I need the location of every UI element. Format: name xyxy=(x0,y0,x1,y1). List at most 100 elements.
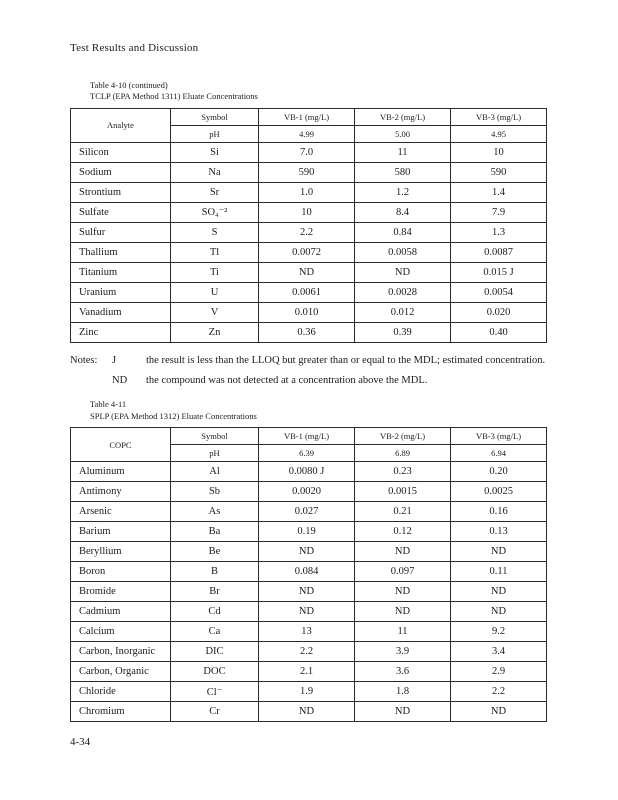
note-text-j: the result is less than the LLOQ but gre… xyxy=(146,354,546,366)
vb2-value-cell: 580 xyxy=(354,161,451,183)
column-header-vb2: VB-2 (mg/L) xyxy=(354,107,451,126)
column-header-symbol: Symbol xyxy=(170,107,259,126)
vb3-value-cell: 0.11 xyxy=(450,561,547,583)
table-4-10: Analyte Symbol VB-1 (mg/L) VB-2 (mg/L) V… xyxy=(70,107,547,343)
vb2-value-cell: ND xyxy=(354,261,451,283)
table-row: Boron B 0.084 0.097 0.11 xyxy=(70,561,547,583)
analyte-cell: Sulfate xyxy=(70,201,171,223)
vb2-value-cell: 11 xyxy=(354,621,451,643)
ph-row: pH 4.99 5.00 4.95 xyxy=(71,124,547,143)
vb1-value-cell: 0.0061 xyxy=(258,281,355,303)
table-4-10-header: Analyte Symbol VB-1 (mg/L) VB-2 (mg/L) V… xyxy=(70,107,547,143)
vb2-value-cell: 0.12 xyxy=(354,521,451,543)
vb3-value-cell: 0.020 xyxy=(450,301,547,323)
table-row: Calcium Ca 13 11 9.2 xyxy=(70,621,547,643)
table-row: Bromide Br ND ND ND xyxy=(70,581,547,603)
table-row: Titanium Ti ND ND 0.015 J xyxy=(70,261,547,283)
vb2-value-cell: 1.8 xyxy=(354,681,451,703)
table-4-11-caption: Table 4-11 SPLP (EPA Method 1312) Eluate… xyxy=(90,399,546,422)
vb3-value-cell: 590 xyxy=(450,161,547,183)
table-row: Barium Ba 0.19 0.12 0.13 xyxy=(70,521,547,543)
column-header-vb1: VB-1 (mg/L) xyxy=(258,427,355,446)
table-row: Uranium U 0.0061 0.0028 0.0054 xyxy=(70,281,547,303)
table-row: Arsenic As 0.027 0.21 0.16 xyxy=(70,501,547,523)
vb1-value-cell: 7.0 xyxy=(258,141,355,163)
vb3-value-cell: 2.2 xyxy=(450,681,547,703)
symbol-cell: B xyxy=(170,561,259,583)
vb1-value-cell: 2.1 xyxy=(258,661,355,683)
analyte-cell: Zinc xyxy=(70,321,171,343)
vb2-value-cell: 1.2 xyxy=(354,181,451,203)
table-row: Thallium Tl 0.0072 0.0058 0.0087 xyxy=(70,241,547,263)
analyte-cell: Calcium xyxy=(70,621,171,643)
table-row: Sulfate SO₄⁻² 10 8.4 7.9 xyxy=(70,201,547,223)
column-header-vb3: VB-3 (mg/L) xyxy=(450,107,547,126)
column-header-symbol: Symbol xyxy=(170,427,259,446)
symbol-cell: Sb xyxy=(170,481,259,503)
analyte-cell: Vanadium xyxy=(70,301,171,323)
table-row: Vanadium V 0.010 0.012 0.020 xyxy=(70,301,547,323)
vb1-value-cell: ND xyxy=(258,581,355,603)
table-4-11-caption-line2: SPLP (EPA Method 1312) Eluate Concentrat… xyxy=(90,410,257,421)
header-row: Analyte Symbol VB-1 (mg/L) VB-2 (mg/L) V… xyxy=(70,107,547,143)
table-4-11-caption-line1: Table 4-11 xyxy=(90,399,127,410)
analyte-cell: Boron xyxy=(70,561,171,583)
note-symbol-nd: ND xyxy=(112,375,128,387)
vb1-value-cell: 13 xyxy=(258,621,355,643)
symbol-cell: DOC xyxy=(170,661,259,683)
vb3-value-cell: 0.0054 xyxy=(450,281,547,303)
analyte-cell: Beryllium xyxy=(70,541,171,563)
table-row: Sulfur S 2.2 0.84 1.3 xyxy=(70,221,547,243)
vb1-value-cell: 0.36 xyxy=(258,321,355,343)
analyte-cell: Aluminum xyxy=(70,461,171,483)
table-row: Beryllium Be ND ND ND xyxy=(70,541,547,563)
vb3-value-cell: 0.20 xyxy=(450,461,547,483)
table-4-11-header: COPC Symbol VB-1 (mg/L) VB-2 (mg/L) VB-3… xyxy=(70,427,547,463)
vb1-value-cell: 0.0072 xyxy=(258,241,355,263)
table-4-11: COPC Symbol VB-1 (mg/L) VB-2 (mg/L) VB-3… xyxy=(70,427,547,723)
section-heading: Test Results and Discussion xyxy=(70,42,199,54)
symbol-cell: Tl xyxy=(170,241,259,263)
analyte-cell: Barium xyxy=(70,521,171,543)
vb3-value-cell: 0.015 J xyxy=(450,261,547,283)
symbol-cell: Cr xyxy=(170,701,259,723)
vb3-value-cell: 9.2 xyxy=(450,621,547,643)
symbol-cell: U xyxy=(170,281,259,303)
ph-value-vb1: 6.39 xyxy=(258,444,355,463)
analyte-cell: Thallium xyxy=(70,241,171,263)
table-row: Zinc Zn 0.36 0.39 0.40 xyxy=(70,321,547,343)
analyte-cell: Carbon, Inorganic xyxy=(70,641,171,663)
ph-value-vb3: 4.95 xyxy=(450,124,547,143)
column-header-vb3: VB-3 (mg/L) xyxy=(450,427,547,446)
analyte-cell: Sodium xyxy=(70,161,171,183)
vb1-value-cell: 2.2 xyxy=(258,641,355,663)
table-4-11-body: Aluminum Al 0.0080 J 0.23 0.20 Antimony Sb 0.00… xyxy=(70,461,547,723)
ph-label: pH xyxy=(170,124,259,143)
vb2-value-cell: ND xyxy=(354,701,451,723)
analyte-cell: Sulfur xyxy=(70,221,171,243)
symbol-cell: Al xyxy=(170,461,259,483)
vb1-value-cell: 2.2 xyxy=(258,221,355,243)
ph-value-vb3: 6.94 xyxy=(450,444,547,463)
analyte-cell: Carbon, Organic xyxy=(70,661,171,683)
vb2-value-cell: ND xyxy=(354,601,451,623)
note-text-nd: the compound was not detected at a conce… xyxy=(146,375,428,387)
vb2-value-cell: 0.0015 xyxy=(354,481,451,503)
vb3-value-cell: 0.0087 xyxy=(450,241,547,263)
analyte-cell: Silicon xyxy=(70,141,171,163)
analyte-cell: Chromium xyxy=(70,701,171,723)
vb3-value-cell: 0.13 xyxy=(450,521,547,543)
analyte-cell: Antimony xyxy=(70,481,171,503)
table-4-10-body: Silicon Si 7.0 11 10 Sodium Na 590 580 590 Stronti… xyxy=(70,141,547,343)
vb1-value-cell: ND xyxy=(258,261,355,283)
column-header-copc: COPC xyxy=(70,427,171,463)
table-row: Silicon Si 7.0 11 10 xyxy=(70,141,547,163)
vb1-value-cell: 0.027 xyxy=(258,501,355,523)
vb3-value-cell: 7.9 xyxy=(450,201,547,223)
header-row: COPC Symbol VB-1 (mg/L) VB-2 (mg/L) VB-3… xyxy=(70,427,547,463)
vb2-value-cell: 0.23 xyxy=(354,461,451,483)
vb1-value-cell: 0.0020 xyxy=(258,481,355,503)
vb3-value-cell: ND xyxy=(450,701,547,723)
vb3-value-cell: 2.9 xyxy=(450,661,547,683)
